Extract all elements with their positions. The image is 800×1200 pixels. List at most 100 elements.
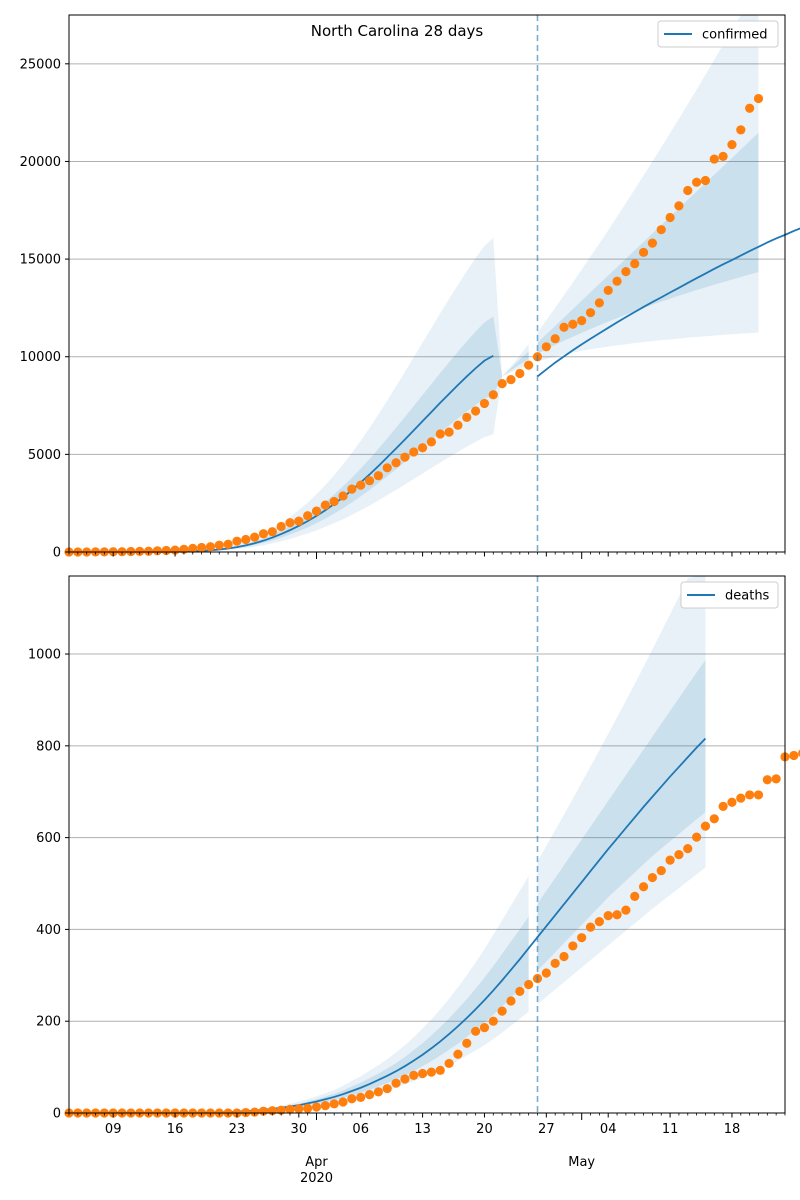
uncertainty-band-outer — [69, 876, 529, 1113]
observed-point — [638, 247, 649, 257]
observed-point — [709, 154, 719, 164]
observed-point — [356, 1092, 366, 1102]
confirmed-gridlines — [69, 63, 785, 455]
observed-point — [665, 212, 675, 223]
observed-point — [612, 910, 622, 920]
uncertainty-band-outer — [537, 576, 706, 1005]
confirmed-axes-frame — [68, 14, 786, 553]
observed-point — [364, 1090, 375, 1100]
observed-point — [674, 201, 684, 211]
observed-point — [753, 790, 764, 800]
deaths-y-axis: 0 200 400 600 800 1000 — [28, 648, 69, 1122]
observed-point — [356, 480, 366, 490]
observed-point — [497, 1006, 507, 1016]
observed-point — [683, 844, 693, 854]
observed-point — [524, 979, 534, 990]
observed-point — [488, 1016, 498, 1026]
observed-point — [506, 374, 516, 385]
y-tick-label: 1000 — [28, 648, 61, 663]
observed-point — [789, 750, 799, 761]
observed-point — [762, 775, 772, 785]
observed-point — [638, 882, 649, 892]
observed-point — [603, 911, 613, 921]
observed-point — [329, 1099, 339, 1109]
y-tick-label: 25000 — [20, 57, 61, 72]
observed-point — [568, 319, 578, 329]
x-tick-label: 30 — [291, 1122, 308, 1137]
observed-point — [585, 922, 596, 932]
observed-point — [382, 463, 392, 473]
x-tick-label: 20 — [476, 1122, 493, 1137]
observed-point — [471, 406, 481, 416]
observed-point — [594, 298, 604, 308]
observed-point — [329, 496, 339, 507]
observed-point — [736, 125, 746, 135]
y-tick-label: 800 — [36, 739, 61, 754]
observed-point — [506, 996, 516, 1006]
observed-point — [409, 447, 419, 457]
x-tick-label: 13 — [414, 1122, 431, 1137]
observed-point — [745, 790, 755, 800]
observed-point — [320, 500, 330, 510]
observed-point — [267, 527, 277, 537]
observed-point — [577, 316, 587, 326]
observed-point — [727, 140, 737, 150]
observed-point — [409, 1070, 419, 1080]
observed-point — [250, 532, 260, 542]
uncertainty-band-inner — [537, 659, 706, 971]
y-tick-label: 400 — [36, 923, 61, 938]
observed-point — [347, 484, 357, 494]
deaths-gridlines — [69, 653, 785, 1022]
legend-label-deaths: deaths — [725, 589, 770, 604]
observed-point — [152, 546, 162, 556]
confirmed-legend: confirmed — [657, 20, 779, 48]
model-line — [536, 227, 800, 378]
uncertainty-band-inner — [69, 916, 529, 1113]
observed-point — [391, 1078, 401, 1088]
observed-point — [700, 821, 711, 831]
legend-box — [657, 20, 779, 48]
observed-point — [585, 308, 596, 318]
observed-point — [303, 511, 313, 521]
uncertainty-band-outer — [69, 238, 529, 552]
x-tick-label: 11 — [662, 1122, 679, 1137]
observed-point — [745, 103, 755, 113]
observed-point — [417, 1068, 428, 1079]
observed-point — [444, 427, 454, 437]
observed-point — [417, 443, 428, 453]
observed-point — [594, 917, 604, 927]
observed-point — [400, 1074, 410, 1084]
x-tick-label: 09 — [105, 1122, 122, 1137]
observed-point — [276, 521, 286, 532]
observed-point — [462, 412, 472, 422]
observed-point — [550, 958, 560, 968]
observed-point — [250, 1107, 260, 1117]
x-month-label: 2020 — [300, 1171, 333, 1186]
legend-box — [680, 581, 779, 609]
observed-point — [241, 534, 251, 545]
x-tick-label: 18 — [724, 1122, 741, 1137]
deaths-panel: 0 200 400 600 800 1000 09 16 23 30 06 13 20 27 04 11 18… — [28, 575, 800, 1186]
observed-point — [515, 986, 525, 996]
observed-point — [196, 542, 207, 553]
chart-title: North Carolina 28 days — [311, 22, 484, 40]
y-tick-label: 5000 — [28, 448, 61, 463]
observed-point — [373, 471, 383, 481]
x-tick-label: 04 — [600, 1122, 617, 1137]
y-tick-label: 0 — [53, 546, 61, 561]
observed-point — [736, 793, 746, 803]
observed-point — [205, 542, 216, 552]
confirmed-x-axis — [68, 552, 786, 559]
observed-point — [568, 941, 578, 951]
observed-point — [692, 177, 702, 187]
observed-point — [630, 891, 640, 901]
observed-point — [223, 539, 233, 549]
observed-point — [771, 774, 781, 784]
observed-point — [285, 1104, 295, 1114]
observed-point — [753, 93, 764, 104]
observed-point — [188, 543, 198, 554]
y-tick-label: 0 — [53, 1107, 61, 1122]
legend-label-confirmed: confirmed — [702, 28, 768, 43]
observed-point — [258, 529, 269, 539]
observed-point — [647, 238, 658, 248]
